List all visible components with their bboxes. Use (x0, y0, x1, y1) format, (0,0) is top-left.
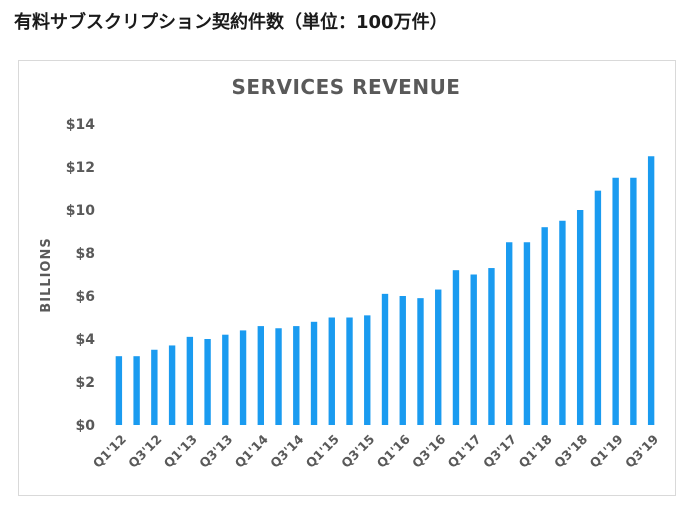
x-tick-label: Q1'17 (445, 432, 484, 471)
bar (115, 356, 123, 425)
bar (257, 326, 264, 425)
bar (168, 345, 176, 425)
y-tick-label: $0 (76, 418, 96, 434)
bar (435, 289, 442, 425)
y-tick-label: $6 (76, 289, 95, 305)
bar (470, 274, 477, 425)
y-tick-label: $10 (66, 203, 95, 219)
bar (239, 330, 247, 425)
x-tick-label: Q3'14 (267, 431, 306, 470)
bar (506, 242, 513, 425)
bar (186, 336, 194, 425)
x-tick-label: Q3'17 (480, 432, 519, 471)
bar (630, 177, 637, 425)
y-axis-ticks: $0 $2 $4 $6 $8 $10 $12 $14 (66, 117, 95, 434)
x-tick-label: Q1'13 (161, 432, 200, 471)
y-tick-label: $12 (66, 160, 95, 176)
bar (310, 321, 318, 425)
x-tick-label: Q1'15 (303, 432, 342, 471)
bar (594, 190, 602, 425)
bar (612, 177, 619, 425)
bar (151, 349, 158, 425)
bar (647, 156, 655, 425)
bar (328, 317, 335, 425)
x-tick-label: Q3'16 (409, 431, 448, 470)
y-tick-label: $8 (76, 246, 95, 262)
bar (275, 328, 282, 425)
x-tick-label: Q3'12 (125, 432, 164, 471)
page-heading: 有料サブスクリプション契約件数（単位：100万件） (14, 12, 448, 33)
bar (293, 326, 300, 425)
bar (381, 293, 389, 425)
bar (452, 270, 460, 425)
x-tick-label: Q1'16 (374, 431, 413, 470)
x-axis-ticks: Q1'12Q3'12Q1'13Q3'13Q1'14Q3'14Q1'15Q3'15… (90, 431, 662, 470)
y-tick-label: $4 (76, 332, 96, 348)
bar (541, 227, 548, 425)
x-tick-label: Q1'14 (232, 431, 271, 470)
bar (576, 210, 584, 425)
x-tick-label: Q3'13 (196, 432, 235, 471)
bar (346, 317, 353, 425)
bar (559, 220, 566, 425)
x-tick-label: Q1'19 (586, 432, 625, 471)
y-tick-label: $2 (76, 375, 95, 391)
bar (133, 356, 140, 425)
bar (204, 339, 211, 425)
bar (364, 315, 371, 425)
bar (417, 298, 424, 425)
bar (523, 242, 531, 425)
chart-title: SERVICES REVENUE (232, 75, 461, 99)
x-tick-label: Q3'19 (622, 432, 661, 471)
x-tick-label: Q1'18 (516, 432, 555, 471)
y-tick-label: $14 (66, 117, 95, 133)
bar (399, 296, 406, 425)
x-tick-label: Q1'12 (90, 432, 129, 471)
y-axis-label: BILLIONS (39, 237, 54, 312)
x-tick-label: Q3'15 (338, 432, 377, 471)
bar (222, 334, 229, 425)
bar (488, 268, 495, 425)
bars (115, 156, 655, 425)
x-tick-label: Q3'18 (551, 432, 590, 471)
